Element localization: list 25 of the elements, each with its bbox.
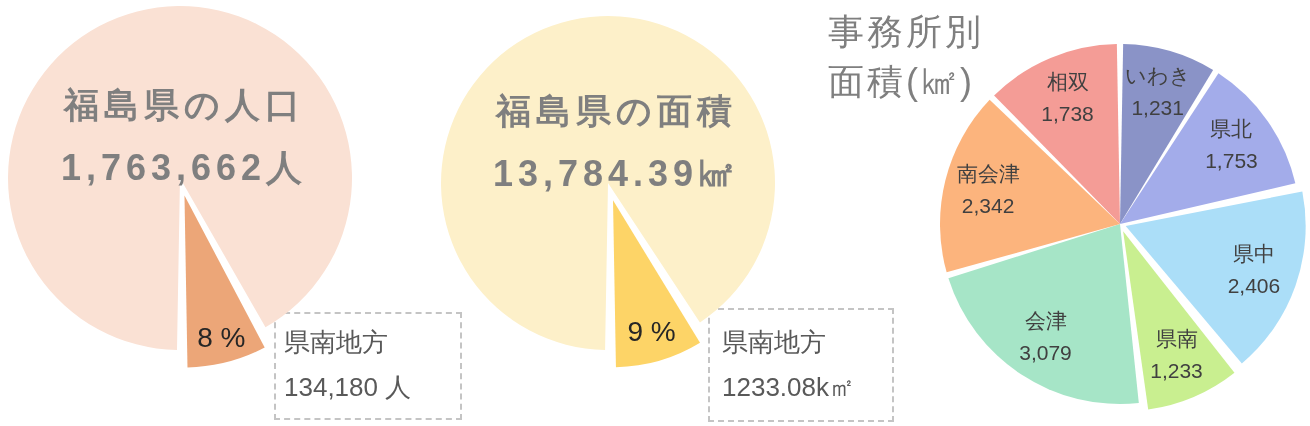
data-label: 2,406: [1227, 274, 1281, 298]
slice-label: いわき: [1124, 64, 1191, 88]
data-label: 9 %: [627, 315, 676, 347]
slice-label: 相双: [1046, 69, 1089, 93]
slice-label: 県南地方: [722, 327, 826, 357]
data-label: 1,753: [1205, 149, 1258, 173]
slice-label: 県北: [1210, 117, 1253, 141]
text: 1233.08k㎡: [722, 372, 855, 402]
data-label: 1,231: [1131, 96, 1184, 120]
text: 福島県の面積: [493, 91, 737, 130]
chart-title: 事務所別面積(㎢): [828, 11, 984, 102]
data-label: 1,738: [1041, 101, 1094, 125]
text: 13,784.39㎢: [492, 153, 740, 194]
text: 134,180 人: [284, 372, 412, 402]
slice-label: 会津: [1024, 308, 1067, 332]
text: 福島県の人口: [61, 85, 305, 124]
text: 1,763,662人: [60, 147, 308, 188]
data-label: 8 %: [197, 321, 246, 353]
slice-label: 南会津: [956, 162, 1020, 186]
slice-label: 県南: [1155, 327, 1198, 351]
data-label: 1,233: [1150, 359, 1203, 383]
data-label: 3,079: [1019, 340, 1072, 364]
slice-label: 県南地方: [284, 327, 388, 357]
slice-label: 県中: [1232, 242, 1275, 266]
data-label: 2,342: [961, 194, 1015, 218]
